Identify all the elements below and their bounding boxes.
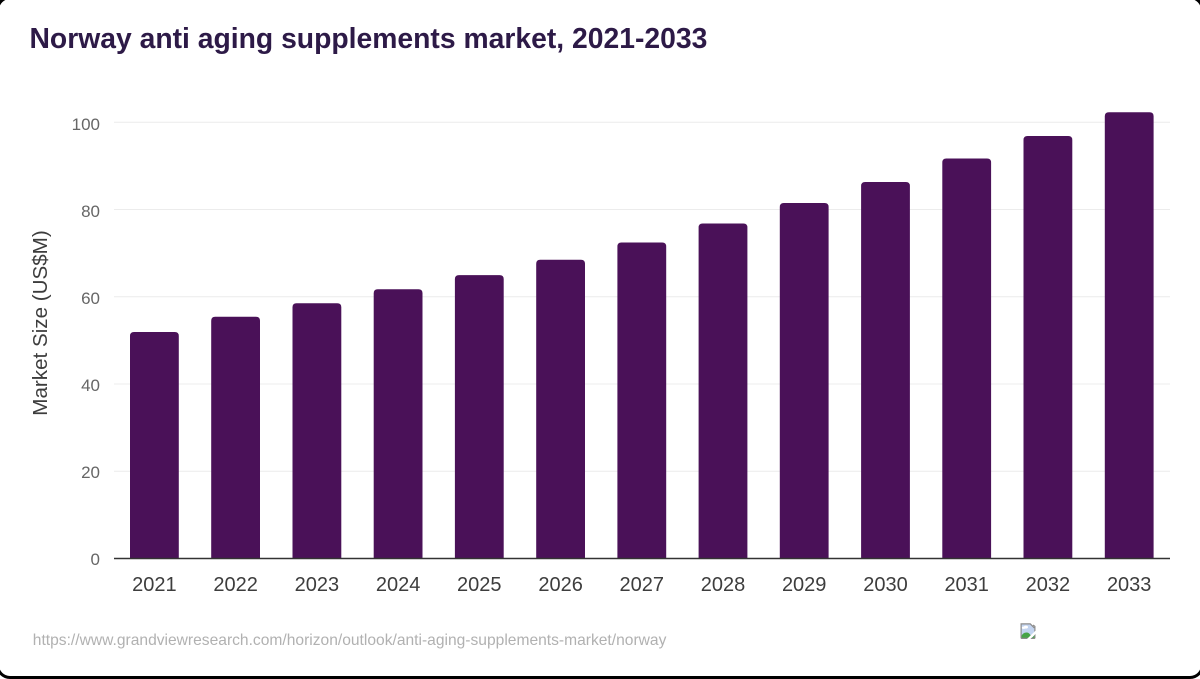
svg-text:2027: 2027 xyxy=(620,574,665,596)
svg-text:Market Size (US$M): Market Size (US$M) xyxy=(29,230,52,415)
svg-text:100: 100 xyxy=(72,115,100,134)
svg-text:40: 40 xyxy=(81,376,100,395)
svg-text:2025: 2025 xyxy=(457,574,502,596)
svg-text:80: 80 xyxy=(81,202,100,221)
svg-text:2032: 2032 xyxy=(1026,574,1071,596)
svg-text:2033: 2033 xyxy=(1107,574,1152,596)
svg-text:2028: 2028 xyxy=(701,574,746,596)
svg-text:2021: 2021 xyxy=(132,574,177,596)
svg-text:0: 0 xyxy=(91,550,100,569)
svg-text:2029: 2029 xyxy=(782,574,827,596)
svg-text:2022: 2022 xyxy=(213,574,258,596)
svg-text:2023: 2023 xyxy=(295,574,340,596)
svg-text:20: 20 xyxy=(81,463,100,482)
svg-text:2030: 2030 xyxy=(863,574,908,596)
svg-text:2024: 2024 xyxy=(376,574,421,596)
svg-text:2026: 2026 xyxy=(538,574,583,596)
svg-text:60: 60 xyxy=(81,289,100,308)
svg-text:2031: 2031 xyxy=(944,574,989,596)
